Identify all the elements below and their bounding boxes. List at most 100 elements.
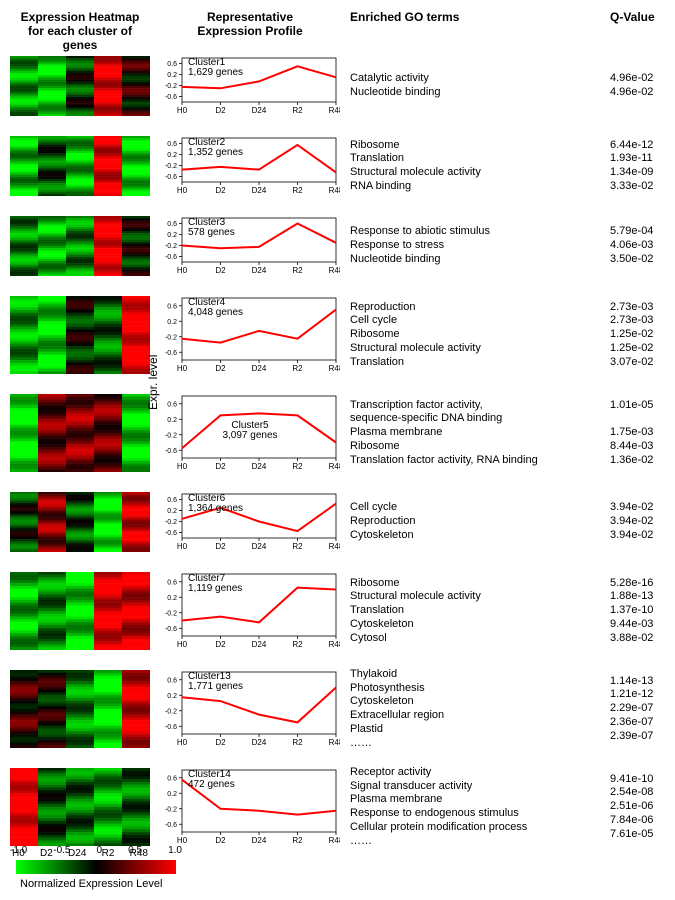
- svg-text:D2: D2: [215, 266, 226, 275]
- svg-text:0.6: 0.6: [167, 497, 177, 504]
- q-values-cluster13: 1.14e-131.21e-122.29e-072.36e-072.39e-07: [610, 670, 670, 748]
- svg-text:-0.2: -0.2: [165, 432, 177, 439]
- header-go: Enriched GO terms: [350, 10, 600, 56]
- heatmap-cluster7: [10, 572, 150, 650]
- svg-text:D2: D2: [215, 542, 226, 551]
- go-terms-cluster2: RibosomeTranslationStructural molecule a…: [350, 136, 600, 196]
- heatmap-cluster5: [10, 394, 150, 472]
- profile-cluster1: -0.6-0.20.20.6H0D2D24R2R48Cluster11,629 …: [160, 56, 340, 116]
- svg-text:R2: R2: [292, 640, 303, 649]
- svg-text:D24: D24: [252, 364, 267, 373]
- svg-text:0.6: 0.6: [167, 775, 177, 782]
- q-values-cluster7: 5.28e-161.88e-131.37e-109.44e-033.88e-02: [610, 572, 670, 650]
- svg-text:R48: R48: [329, 266, 340, 275]
- heatmap-cluster3: [10, 216, 150, 276]
- svg-text:R48: R48: [329, 542, 340, 551]
- svg-text:R2: R2: [292, 462, 303, 471]
- q-values-cluster1: 4.96e-024.96e-02: [610, 56, 670, 116]
- svg-text:0.6: 0.6: [167, 141, 177, 148]
- y-axis-label: Expr. level: [146, 355, 160, 410]
- svg-text:R2: R2: [292, 542, 303, 551]
- svg-text:R2: R2: [292, 364, 303, 373]
- svg-text:D24: D24: [252, 462, 267, 471]
- svg-text:H0: H0: [177, 836, 188, 845]
- q-values-cluster3: 5.79e-044.06e-033.50e-02: [610, 216, 670, 276]
- svg-text:D2: D2: [215, 640, 226, 649]
- go-terms-cluster4: ReproductionCell cycleRibosomeStructural…: [350, 296, 600, 374]
- svg-text:D24: D24: [252, 836, 267, 845]
- profile-cluster7: -0.6-0.20.20.6H0D2D24R2R48Cluster71,119 …: [160, 572, 340, 650]
- go-terms-cluster13: ThylakoidPhotosynthesisCytoskeletonExtra…: [350, 670, 600, 748]
- svg-text:R48: R48: [329, 738, 340, 747]
- svg-text:D2: D2: [215, 186, 226, 195]
- svg-text:0.2: 0.2: [167, 595, 177, 602]
- heatmap-cluster2: [10, 136, 150, 196]
- svg-text:R48: R48: [329, 364, 340, 373]
- q-values-cluster4: 2.73e-032.73e-031.25e-021.25e-023.07e-02: [610, 296, 670, 374]
- go-terms-cluster1: Catalytic activityNucleotide binding: [350, 56, 600, 116]
- svg-text:-0.6: -0.6: [165, 822, 177, 829]
- svg-text:-0.6: -0.6: [165, 174, 177, 181]
- heatmap-cluster4: [10, 296, 150, 374]
- profile-cluster5: -0.6-0.20.20.6H0D2D24R2R48Cluster53,097 …: [160, 394, 340, 472]
- svg-text:-0.2: -0.2: [165, 83, 177, 90]
- header-q: Q-Value: [610, 10, 670, 56]
- go-terms-cluster14: Receptor activitySignal transducer activ…: [350, 768, 600, 846]
- svg-text:D24: D24: [252, 186, 267, 195]
- svg-text:-0.2: -0.2: [165, 519, 177, 526]
- svg-text:-0.6: -0.6: [165, 626, 177, 633]
- colorbar-legend: -1.0-0.500.51.0Normalized Expression Lev…: [10, 875, 340, 890]
- q-values-cluster5: 1.01e-051.75e-038.44e-031.36e-02: [610, 394, 670, 472]
- svg-text:D2: D2: [215, 106, 226, 115]
- svg-text:0.2: 0.2: [167, 791, 177, 798]
- svg-text:-0.6: -0.6: [165, 448, 177, 455]
- svg-text:-0.2: -0.2: [165, 163, 177, 170]
- svg-text:-0.6: -0.6: [165, 724, 177, 731]
- svg-text:0.6: 0.6: [167, 221, 177, 228]
- svg-text:-0.2: -0.2: [165, 806, 177, 813]
- svg-text:H0: H0: [177, 462, 188, 471]
- svg-text:R48: R48: [329, 836, 340, 845]
- profile-label: Cluster21,352 genes: [188, 138, 243, 158]
- svg-text:0.2: 0.2: [167, 152, 177, 159]
- svg-text:R48: R48: [329, 106, 340, 115]
- svg-text:0.6: 0.6: [167, 579, 177, 586]
- svg-text:0.2: 0.2: [167, 232, 177, 239]
- svg-text:D24: D24: [252, 640, 267, 649]
- svg-text:D24: D24: [252, 542, 267, 551]
- heatmap-cluster1: [10, 56, 150, 116]
- svg-text:H0: H0: [177, 640, 188, 649]
- svg-text:H0: H0: [177, 542, 188, 551]
- svg-text:D24: D24: [252, 106, 267, 115]
- profile-label: Cluster71,119 genes: [188, 574, 242, 594]
- profile-label: Cluster53,097 genes: [222, 421, 277, 441]
- svg-text:H0: H0: [177, 266, 188, 275]
- profile-label: Cluster11,629 genes: [188, 58, 243, 78]
- go-terms-cluster7: RibosomeStructural molecule activityTran…: [350, 572, 600, 650]
- svg-text:-0.2: -0.2: [165, 708, 177, 715]
- header-heatmap: Expression Heatmapfor each cluster of ge…: [10, 10, 150, 56]
- svg-text:0.2: 0.2: [167, 693, 177, 700]
- svg-text:R2: R2: [292, 738, 303, 747]
- q-values-cluster2: 6.44e-121.93e-111.34e-093.33e-02: [610, 136, 670, 196]
- svg-text:0.6: 0.6: [167, 401, 177, 408]
- svg-text:D2: D2: [215, 364, 226, 373]
- svg-text:D2: D2: [215, 462, 226, 471]
- go-terms-cluster6: Cell cycleReproductionCytoskeleton: [350, 492, 600, 552]
- profile-label: Cluster14472 genes: [188, 770, 235, 790]
- go-terms-cluster3: Response to abiotic stimulusResponse to …: [350, 216, 600, 276]
- svg-text:R2: R2: [292, 186, 303, 195]
- profile-cluster2: -0.6-0.20.20.6H0D2D24R2R48Cluster21,352 …: [160, 136, 340, 196]
- svg-text:H0: H0: [177, 106, 188, 115]
- svg-text:R2: R2: [292, 106, 303, 115]
- svg-text:-0.2: -0.2: [165, 610, 177, 617]
- svg-text:0.6: 0.6: [167, 303, 177, 310]
- svg-text:0.6: 0.6: [167, 677, 177, 684]
- profile-cluster4: -0.6-0.20.20.6H0D2D24R2R48Cluster44,048 …: [160, 296, 340, 374]
- svg-text:R48: R48: [329, 462, 340, 471]
- svg-text:-0.6: -0.6: [165, 254, 177, 261]
- svg-text:-0.2: -0.2: [165, 243, 177, 250]
- svg-text:D2: D2: [215, 738, 226, 747]
- legend-title: Normalized Expression Level: [20, 878, 340, 890]
- profile-cluster14: -0.6-0.20.20.6H0D2D24R2R48Cluster14472 g…: [160, 768, 340, 846]
